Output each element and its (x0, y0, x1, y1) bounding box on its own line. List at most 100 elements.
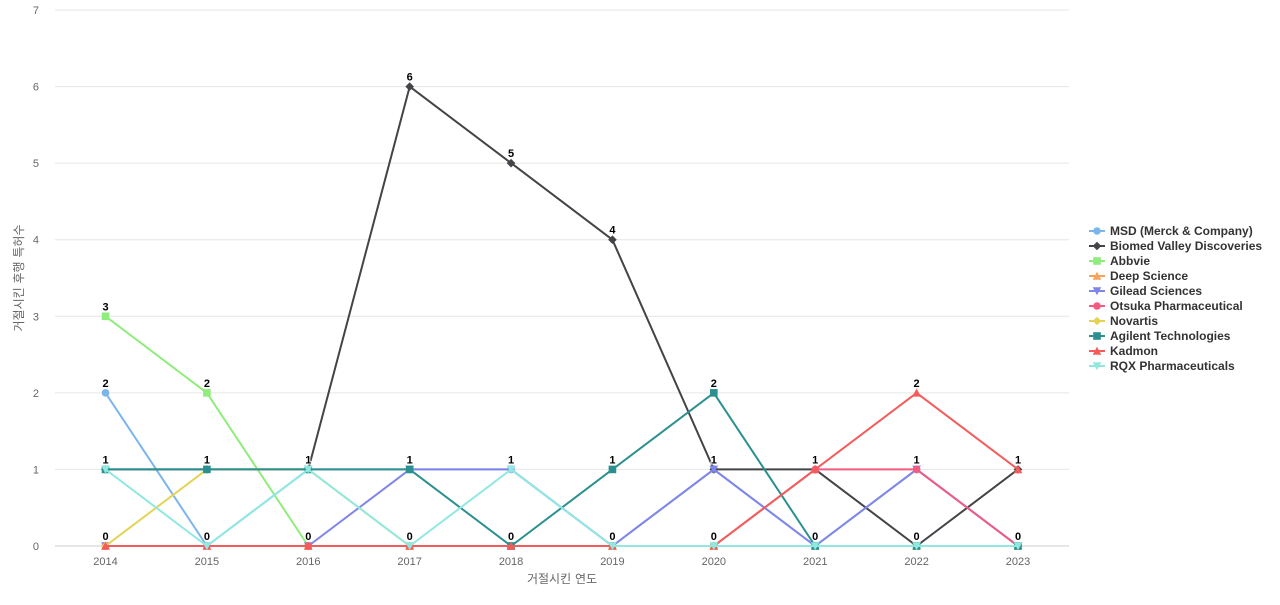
legend-marker (1092, 316, 1102, 326)
data-label: 1 (711, 454, 717, 466)
data-label: 1 (508, 454, 514, 466)
data-point (1013, 542, 1023, 551)
y-tick-label: 3 (33, 311, 39, 323)
data-label: 0 (812, 531, 818, 543)
data-point (912, 465, 921, 474)
legend: MSD (Merck & Company)Biomed Valley Disco… (1089, 224, 1262, 373)
axes: 거절시킨 연도 거절시킨 후행 특허수 (11, 225, 597, 587)
y-tick-label: 1 (33, 464, 39, 476)
data-label: 0 (609, 531, 615, 543)
legend-marker (1092, 271, 1102, 280)
x-tick-label: 2016 (296, 556, 320, 568)
legend-marker (1092, 287, 1102, 296)
y-tick-label: 6 (33, 82, 39, 94)
data-label: 1 (204, 454, 210, 466)
series-line (104, 391, 1019, 547)
x-tick-label: 2015 (195, 556, 219, 568)
legend-item[interactable]: Biomed Valley Discoveries (1089, 239, 1262, 253)
data-point (506, 158, 516, 168)
y-tick-label: 7 (33, 5, 39, 17)
x-tick-label: 2020 (702, 556, 726, 568)
data-label: 0 (204, 531, 210, 543)
legend-marker (1092, 241, 1102, 251)
legend-label: Gilead Sciences (1110, 284, 1202, 298)
data-point (912, 388, 921, 397)
data-label: 1 (1015, 454, 1021, 466)
data-label: 2 (204, 378, 210, 390)
data-point (709, 465, 719, 474)
legend-label: MSD (Merck & Company) (1110, 224, 1253, 238)
data-point (709, 542, 719, 551)
data-label: 1 (609, 454, 615, 466)
data-point (608, 465, 617, 474)
legend-marker (1093, 332, 1101, 340)
data-point (101, 541, 110, 550)
x-tick-label: 2014 (93, 556, 117, 568)
legend-label: Kadmon (1110, 344, 1158, 358)
series-line (104, 315, 1019, 547)
data-point (101, 389, 110, 397)
data-point (1013, 465, 1023, 474)
x-tick-label: 2023 (1006, 556, 1030, 568)
data-point (203, 465, 211, 474)
data-label: 1 (305, 454, 311, 466)
legend-item[interactable]: Gilead Sciences (1089, 284, 1202, 298)
data-label: 0 (102, 531, 108, 543)
legend-label: RQX Pharmaceuticals (1110, 359, 1235, 373)
data-point (710, 389, 718, 397)
data-label: 0 (914, 531, 920, 543)
series-line (104, 468, 1019, 547)
data-point (912, 542, 921, 551)
legend-item[interactable]: Abbvie (1089, 254, 1150, 268)
legend-item[interactable]: Otsuka Pharmaceutical (1089, 299, 1243, 313)
legend-item[interactable]: MSD (Merck & Company) (1089, 224, 1253, 238)
data-point (203, 389, 211, 397)
y-tick-label: 2 (33, 388, 39, 400)
legend-label: Deep Science (1110, 269, 1188, 283)
legend-item[interactable]: Deep Science (1089, 269, 1188, 283)
data-label: 4 (609, 225, 616, 237)
legend-item[interactable]: Agilent Technologies (1089, 329, 1231, 343)
y-axis-title: 거절시킨 후행 특허수 (11, 225, 26, 332)
legend-label: Agilent Technologies (1110, 329, 1231, 343)
legend-item[interactable]: Novartis (1089, 314, 1158, 328)
y-tick-label: 4 (33, 235, 39, 247)
legend-marker (1093, 302, 1101, 310)
data-label: 2 (102, 378, 108, 390)
data-label: 2 (711, 378, 717, 390)
legend-label: Otsuka Pharmaceutical (1110, 299, 1243, 313)
data-label: 6 (407, 72, 413, 84)
data-point (303, 541, 313, 550)
legend-label: Biomed Valley Discoveries (1110, 239, 1262, 253)
legend-marker (1092, 362, 1102, 371)
data-label: 0 (407, 531, 413, 543)
legend-item[interactable]: Kadmon (1089, 344, 1158, 358)
data-label: 0 (305, 531, 311, 543)
data-label: 0 (711, 531, 717, 543)
data-point (202, 542, 212, 551)
legend-marker (1093, 227, 1101, 235)
data-label: 1 (407, 454, 413, 466)
data-point (810, 542, 820, 551)
legend-item[interactable]: RQX Pharmaceuticals (1089, 359, 1235, 373)
x-tick-label: 2018 (499, 556, 523, 568)
legend-label: Abbvie (1110, 254, 1150, 268)
data-point (506, 541, 516, 550)
data-label: 3 (102, 301, 108, 313)
x-tick-label: 2021 (803, 556, 827, 568)
data-point (506, 465, 516, 474)
data-point (303, 465, 313, 474)
series-3 (101, 312, 1022, 550)
data-point (608, 542, 617, 551)
legend-marker (1092, 346, 1102, 355)
data-point (810, 465, 820, 474)
data-label: 5 (508, 148, 514, 160)
data-label: 0 (1015, 531, 1021, 543)
y-tick-label: 5 (33, 158, 39, 170)
data-point (101, 465, 110, 474)
data-label: 0 (508, 531, 514, 543)
data-label: 1 (102, 454, 108, 466)
